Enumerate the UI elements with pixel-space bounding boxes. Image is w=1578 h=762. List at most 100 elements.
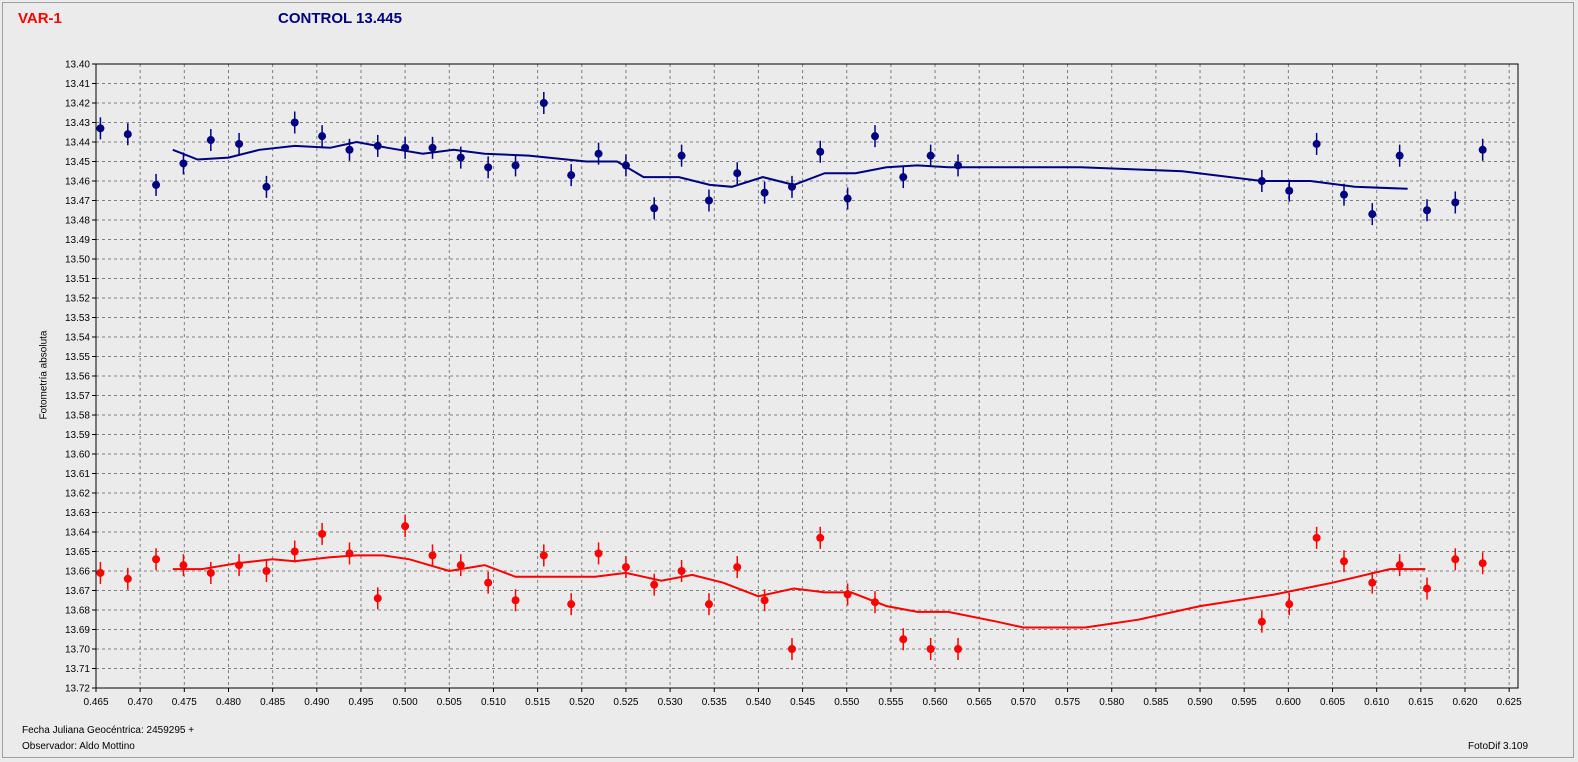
x-tick-label: 0.570 (1011, 697, 1036, 708)
y-tick-label: 13.50 (65, 255, 90, 266)
x-tick-label: 0.495 (348, 697, 373, 708)
x-tick-label: 0.565 (967, 697, 992, 708)
variable-data-point (235, 561, 244, 570)
x-tick-label: 0.535 (702, 697, 727, 708)
x-tick-label: 0.610 (1364, 697, 1389, 708)
variable-data-point (871, 598, 880, 607)
variable-data-point (152, 555, 161, 564)
variable-data-point (843, 590, 852, 599)
y-tick-label: 13.47 (65, 196, 90, 207)
software-version-label: FotoDif 3.109 (1468, 741, 1529, 752)
control-data-point (899, 173, 908, 182)
variable-data-point (954, 645, 963, 653)
x-tick-label: 0.480 (216, 697, 241, 708)
x-tick-label: 0.605 (1320, 697, 1345, 708)
variable-data-point (1340, 557, 1349, 566)
control-data-point (152, 180, 161, 189)
y-tick-label: 13.63 (65, 508, 90, 519)
x-tick-label: 0.555 (878, 697, 903, 708)
y-tick-label: 13.51 (65, 274, 90, 285)
x-tick-label: 0.530 (658, 697, 683, 708)
y-tick-label: 13.66 (65, 567, 90, 578)
y-tick-label: 13.69 (65, 625, 90, 636)
control-data-point (1285, 186, 1294, 195)
variable-data-point (621, 563, 630, 572)
x-tick-label: 0.470 (128, 697, 153, 708)
variable-data-point (96, 568, 105, 577)
y-tick-label: 13.52 (65, 294, 90, 305)
y-tick-label: 13.71 (65, 664, 90, 675)
y-tick-label: 13.46 (65, 177, 90, 188)
y-tick-label: 13.55 (65, 352, 90, 363)
control-data-point (1395, 151, 1404, 160)
x-tick-label: 0.505 (437, 697, 462, 708)
variable-data-point (318, 529, 327, 538)
control-data-point (123, 130, 132, 139)
control-data-point (1478, 145, 1487, 154)
x-tick-label: 0.475 (172, 697, 197, 708)
y-tick-label: 13.54 (65, 333, 90, 344)
x-tick-label: 0.520 (569, 697, 594, 708)
control-data-point (456, 153, 465, 162)
variable-data-point (428, 551, 437, 560)
variable-data-point (262, 567, 271, 575)
y-tick-label: 13.58 (65, 411, 90, 422)
control-data-point (373, 141, 382, 150)
control-data-point (345, 145, 354, 154)
x-tick-label: 0.525 (613, 697, 638, 708)
variable-data-point (401, 522, 410, 531)
control-data-point (1257, 177, 1266, 185)
observer-label: Observador: Aldo Mottino (22, 741, 135, 752)
plot-border (95, 63, 1519, 689)
y-tick-label: 13.49 (65, 235, 90, 246)
control-data-point (96, 124, 105, 133)
x-tick-label: 0.540 (746, 697, 771, 708)
x-tick-label: 0.620 (1452, 697, 1477, 708)
control-data-point (1368, 210, 1377, 219)
variable-data-point (206, 568, 215, 577)
variable-trend-line (172, 554, 1426, 629)
x-tick-label: 0.575 (1055, 697, 1080, 708)
control-data-point (235, 139, 244, 148)
y-tick-label: 13.42 (65, 99, 90, 110)
variable-data-point (787, 645, 796, 653)
y-tick-label: 13.68 (65, 606, 90, 617)
y-tick-label: 13.65 (65, 547, 90, 558)
control-data-point (511, 161, 520, 170)
control-data-point (428, 143, 437, 152)
variable-data-point (594, 549, 603, 558)
variable-data-point (677, 567, 686, 575)
y-tick-label: 13.56 (65, 372, 90, 383)
y-tick-label: 13.62 (65, 489, 90, 500)
control-data-point (539, 99, 548, 107)
control-star-label: CONTROL 13.445 (278, 10, 402, 27)
x-tick-label: 0.580 (1099, 697, 1124, 708)
control-data-point (621, 161, 630, 170)
y-tick-label: 13.43 (65, 118, 90, 129)
control-data-point (594, 149, 603, 158)
control-data-point (650, 204, 659, 213)
variable-data-point (345, 549, 354, 558)
control-data-point (179, 159, 188, 168)
variable-data-point (456, 561, 465, 570)
julian-date-label: Fecha Juliana Geocéntrica: 2459295 + (22, 725, 195, 736)
control-data-point (816, 147, 825, 156)
x-tick-label: 0.600 (1276, 697, 1301, 708)
variable-data-point (373, 594, 382, 603)
variable-data-point (123, 574, 132, 583)
control-data-point (1423, 206, 1432, 215)
y-tick-label: 13.44 (65, 138, 90, 149)
y-tick-label: 13.40 (65, 60, 90, 71)
y-tick-label: 13.70 (65, 645, 90, 656)
variable-data-point (760, 596, 769, 605)
y-tick-label: 13.41 (65, 79, 90, 90)
variable-data-point (816, 533, 825, 542)
x-tick-label: 0.560 (923, 697, 948, 708)
control-data-point (567, 171, 576, 180)
x-tick-label: 0.595 (1232, 697, 1257, 708)
y-tick-label: 13.45 (65, 157, 90, 168)
x-tick-label: 0.490 (304, 697, 329, 708)
control-data-point (871, 132, 880, 141)
x-tick-label: 0.625 (1497, 697, 1522, 708)
y-tick-label: 13.61 (65, 469, 90, 480)
